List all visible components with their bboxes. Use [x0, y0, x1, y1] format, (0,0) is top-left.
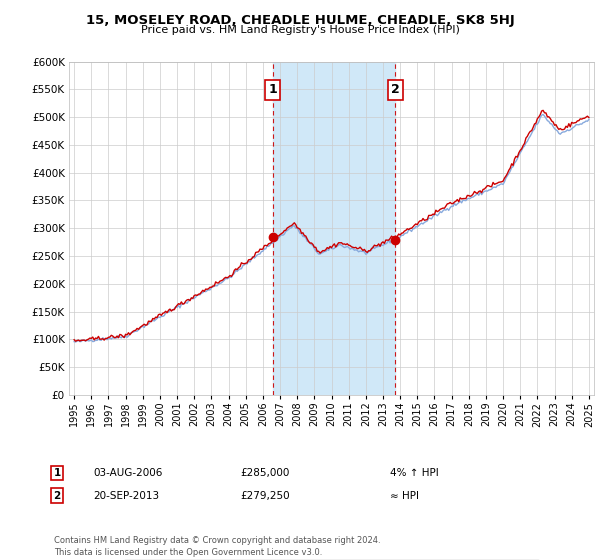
Bar [273, 62, 395, 395]
Text: ≈ HPI: ≈ HPI [390, 491, 419, 501]
Text: £285,000: £285,000 [240, 468, 289, 478]
Text: 4% ↑ HPI: 4% ↑ HPI [390, 468, 439, 478]
Text: 20-SEP-2013: 20-SEP-2013 [93, 491, 159, 501]
Text: 2: 2 [53, 491, 61, 501]
Text: Contains HM Land Registry data © Crown copyright and database right 2024.
This d: Contains HM Land Registry data © Crown c… [54, 536, 380, 557]
Text: 2: 2 [391, 83, 400, 96]
Text: £279,250: £279,250 [240, 491, 290, 501]
Text: Price paid vs. HM Land Registry's House Price Index (HPI): Price paid vs. HM Land Registry's House … [140, 25, 460, 35]
Text: 03-AUG-2006: 03-AUG-2006 [93, 468, 163, 478]
Text: 15, MOSELEY ROAD, CHEADLE HULME, CHEADLE, SK8 5HJ: 15, MOSELEY ROAD, CHEADLE HULME, CHEADLE… [86, 14, 514, 27]
Text: 1: 1 [53, 468, 61, 478]
Text: 1: 1 [268, 83, 277, 96]
